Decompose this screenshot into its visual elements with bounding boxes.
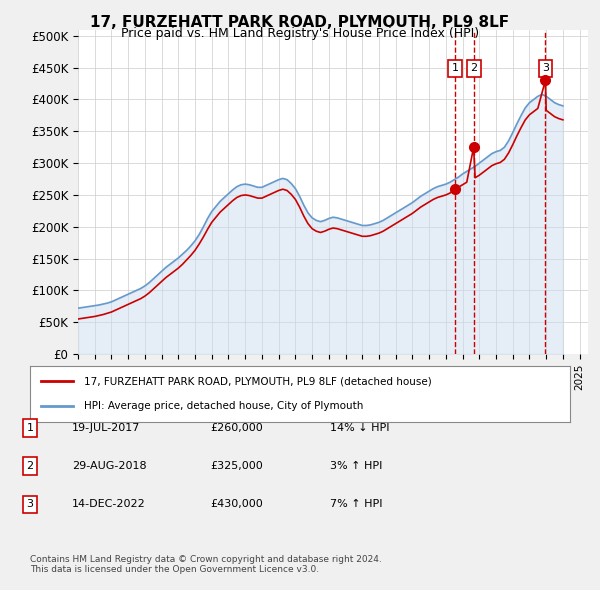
Text: 17, FURZEHATT PARK ROAD, PLYMOUTH, PL9 8LF: 17, FURZEHATT PARK ROAD, PLYMOUTH, PL9 8… — [91, 15, 509, 30]
Text: Contains HM Land Registry data © Crown copyright and database right 2024.
This d: Contains HM Land Registry data © Crown c… — [30, 555, 382, 574]
Text: 3: 3 — [26, 500, 34, 509]
Text: 1: 1 — [26, 423, 34, 432]
Text: Price paid vs. HM Land Registry's House Price Index (HPI): Price paid vs. HM Land Registry's House … — [121, 27, 479, 40]
Text: 2: 2 — [470, 64, 477, 73]
Text: 14% ↓ HPI: 14% ↓ HPI — [330, 423, 389, 432]
Text: 2: 2 — [26, 461, 34, 471]
Text: HPI: Average price, detached house, City of Plymouth: HPI: Average price, detached house, City… — [84, 401, 364, 411]
Text: £325,000: £325,000 — [210, 461, 263, 471]
Text: 14-DEC-2022: 14-DEC-2022 — [72, 500, 146, 509]
Text: 1: 1 — [451, 64, 458, 73]
Text: 17, FURZEHATT PARK ROAD, PLYMOUTH, PL9 8LF (detached house): 17, FURZEHATT PARK ROAD, PLYMOUTH, PL9 8… — [84, 376, 432, 386]
Text: 19-JUL-2017: 19-JUL-2017 — [72, 423, 140, 432]
Text: 7% ↑ HPI: 7% ↑ HPI — [330, 500, 383, 509]
Text: 3% ↑ HPI: 3% ↑ HPI — [330, 461, 382, 471]
Text: 29-AUG-2018: 29-AUG-2018 — [72, 461, 146, 471]
Text: 3: 3 — [542, 64, 549, 73]
Text: £430,000: £430,000 — [210, 500, 263, 509]
Text: £260,000: £260,000 — [210, 423, 263, 432]
